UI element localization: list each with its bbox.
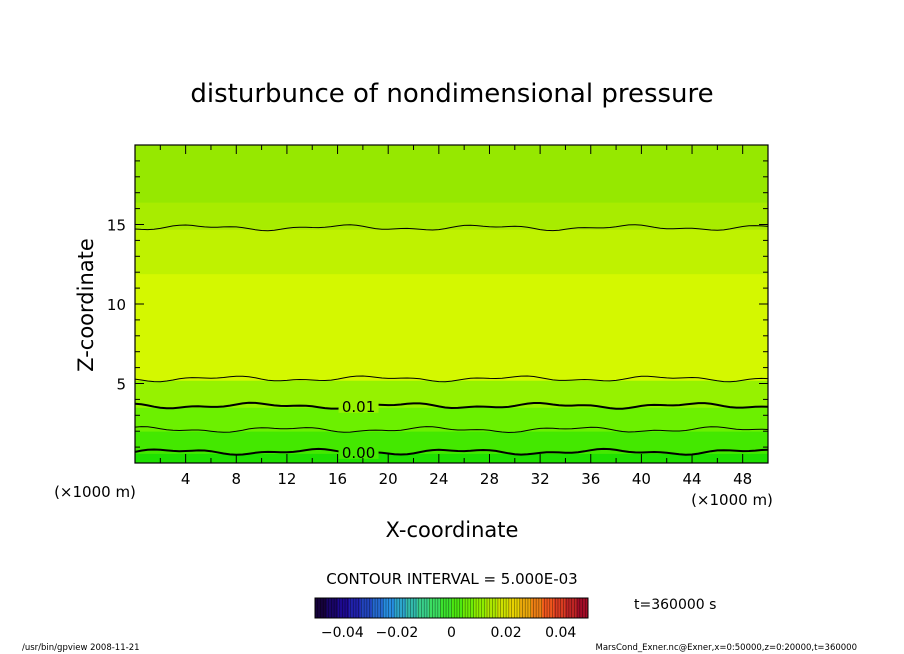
colorbar-segment <box>326 598 339 618</box>
colorbar-segment <box>497 598 509 618</box>
x-tick-label: 24 <box>429 470 448 488</box>
x-tick-label: 16 <box>328 470 347 488</box>
colorbar-segment <box>519 598 532 618</box>
contour-band <box>135 427 768 454</box>
contour-label: 0.01 <box>342 398 375 416</box>
footer-right: MarsCond_Exner.nc@Exner,x=0:50000,z=0:20… <box>595 643 857 653</box>
contour-band <box>135 225 768 275</box>
colorbar-segment <box>417 598 430 618</box>
colorbar-segment <box>462 598 475 618</box>
footer-left: /usr/bin/gpview 2008-11-21 <box>22 643 140 653</box>
x-tick-label: 44 <box>682 470 701 488</box>
x-axis-ticks: 4 8 12 16 20 24 28 32 36 40 44 48 <box>159 145 769 488</box>
colorbar-segment <box>451 598 464 618</box>
x-tick-label: 32 <box>531 470 550 488</box>
x-tick-label: 40 <box>632 470 651 488</box>
contour-lines <box>135 224 768 456</box>
x-tick-label: 12 <box>277 470 296 488</box>
colorbar-tick-labels: −0.04 −0.02 0 0.02 0.04 <box>321 625 577 641</box>
contour-line <box>135 224 768 232</box>
colorbar-segment <box>383 598 396 618</box>
y-tick-label: 10 <box>107 296 126 314</box>
colorbar-tick-label: 0 <box>447 625 456 641</box>
contour-label-bg <box>338 396 379 413</box>
contour-label: 0.00 <box>342 444 375 462</box>
contour-labels: 0.00 0.01 <box>338 396 379 462</box>
y-axis-label: Z-coordinate <box>74 238 98 372</box>
colorbar-segment <box>349 598 361 618</box>
colorbar-segment <box>485 598 498 618</box>
x-tick-label: 8 <box>232 470 242 488</box>
colorbar-segment <box>474 598 487 618</box>
filled-contour-bands <box>135 145 768 463</box>
colorbar-segment <box>406 598 418 618</box>
colorbar-segment <box>337 598 350 618</box>
colorbar-tick-label: 0.04 <box>545 625 576 641</box>
colorbar-segment <box>428 598 441 618</box>
colorbar-segment <box>553 598 566 618</box>
colorbar-segment <box>360 598 373 618</box>
colorbar-frame <box>314 597 589 619</box>
contour-line <box>135 375 768 383</box>
contour-line <box>135 426 768 434</box>
colorbar-segment <box>315 598 327 618</box>
x-axis-unit-left: (×1000 m) <box>54 483 136 501</box>
y-tick-label: 5 <box>116 376 126 394</box>
colorbar-segment <box>542 598 555 618</box>
contour-band <box>135 145 768 203</box>
contour-band <box>135 198 768 230</box>
y-tick-label: 15 <box>107 217 126 235</box>
contour-interval-label: CONTOUR INTERVAL = 5.000E-03 <box>326 570 577 588</box>
colorbar <box>314 598 589 618</box>
contour-line <box>135 401 768 410</box>
contour-band <box>135 270 768 381</box>
colorbar-segment <box>565 598 578 618</box>
y-axis-ticks: 5 10 15 <box>107 160 768 448</box>
x-axis-unit-right: (×1000 m) <box>691 491 773 509</box>
contour-line <box>135 447 768 456</box>
chart-title: disturbunce of nondimensional pressure <box>190 79 713 109</box>
colorbar-segment <box>394 598 407 618</box>
contour-label-bg <box>338 442 379 459</box>
x-tick-label: 4 <box>181 470 191 488</box>
x-tick-label: 48 <box>733 470 752 488</box>
colorbar-segment <box>531 598 543 618</box>
x-tick-label: 20 <box>379 470 398 488</box>
x-tick-label: 28 <box>480 470 499 488</box>
colorbar-tick-label: 0.02 <box>491 625 522 641</box>
colorbar-tick-label: −0.04 <box>321 625 364 641</box>
x-tick-label: 36 <box>581 470 600 488</box>
x-axis-label: X-coordinate <box>386 518 519 542</box>
colorbar-tick-label: −0.02 <box>375 625 418 641</box>
time-label: t=360000 s <box>634 597 716 613</box>
contour-band <box>135 376 768 408</box>
